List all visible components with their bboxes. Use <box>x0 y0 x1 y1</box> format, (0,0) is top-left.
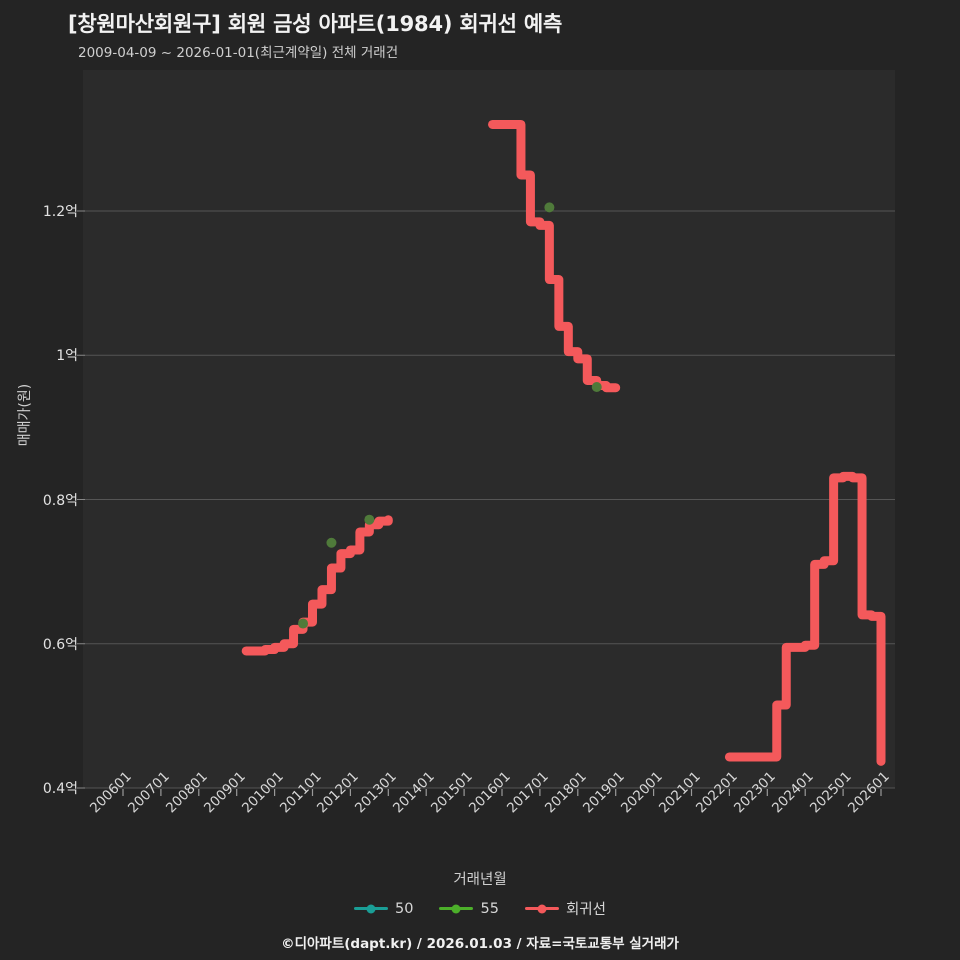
regression-line-segment <box>241 515 393 656</box>
legend-item-3[interactable]: 회귀선 <box>524 898 606 919</box>
chart-legend: 50 55 회귀선 <box>0 898 960 919</box>
scatter-series <box>298 202 602 629</box>
y-tick-label: 0.4억 <box>42 781 78 797</box>
y-tick-label: 0.6억 <box>42 636 78 653</box>
data-point <box>364 514 375 525</box>
x-axis-title: 거래년월 <box>453 872 507 888</box>
legend-label: 55 <box>480 900 499 917</box>
data-point <box>298 618 309 629</box>
y-tick-label: 1억 <box>56 348 78 365</box>
legend-marker-icon <box>439 907 474 910</box>
footer-credit: ©디아파트(dapt.kr) / 2026.01.03 / 자료=국토교통부 실… <box>281 936 679 952</box>
y-tick-label: 1.2억 <box>42 204 78 220</box>
legend-label: 50 <box>395 900 414 917</box>
legend-marker-icon <box>354 907 389 910</box>
data-point <box>544 202 555 213</box>
legend-label: 회귀선 <box>565 902 606 918</box>
plot-background <box>83 70 895 788</box>
gridlines <box>77 210 895 789</box>
chart-title: [창원마산회원구] 회원 금성 아파트(1984) 회귀선 예측 <box>68 12 563 36</box>
chart-subtitle: 2009-04-09 ~ 2026-01-01(최근계약일) 전체 거래건 <box>78 45 399 61</box>
legend-marker-icon <box>524 907 559 910</box>
data-point <box>591 381 602 392</box>
data-point <box>326 537 337 548</box>
legend-item-2[interactable]: 55 <box>439 900 499 917</box>
regression-line-segment <box>724 471 886 766</box>
x-tick-marks <box>122 789 882 796</box>
y-tick-label: 0.8억 <box>42 492 78 509</box>
legend-item-1[interactable]: 50 <box>354 901 413 917</box>
